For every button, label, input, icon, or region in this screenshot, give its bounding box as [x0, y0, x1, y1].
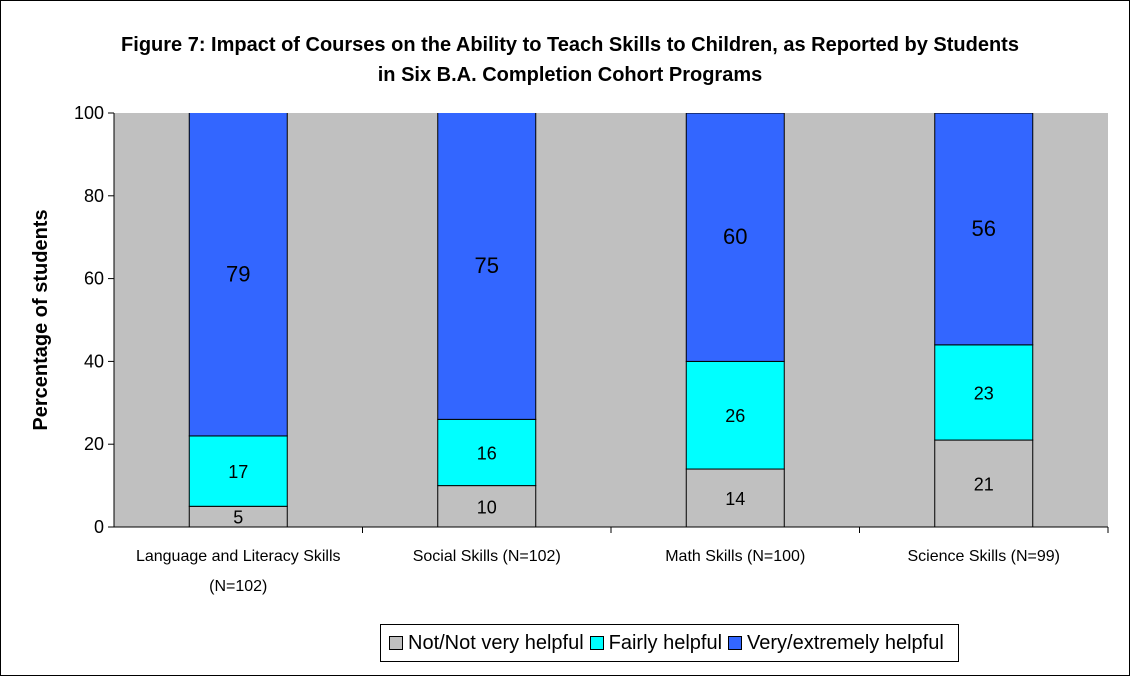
- x-tick-label: Science Skills (N=99): [907, 548, 1061, 565]
- bars: 5 17 79 10 16 75 14 26 60 21 23 56: [188, 113, 1034, 528]
- bar-segment: [934, 344, 1034, 441]
- y-tick-label: 40: [84, 351, 104, 371]
- y-tick-label: 60: [84, 269, 104, 289]
- x-tick-label: Social Skills (N=102): [412, 548, 561, 565]
- data-label: 10: [477, 497, 497, 517]
- y-tick-label: 0: [94, 517, 104, 537]
- bar-segment: [685, 360, 785, 470]
- legend-item: Very/extremely helpful: [728, 632, 944, 655]
- y-axis-label: Percentage of students: [30, 209, 52, 430]
- legend: Not/Not very helpful Fairly helpful Very/e…: [380, 624, 959, 662]
- bar-segment: [437, 485, 537, 527]
- data-label: 17: [228, 462, 248, 482]
- legend-label: Not/Not very helpful: [408, 631, 584, 654]
- bar-segment: [685, 113, 785, 362]
- data-label: 26: [725, 406, 745, 426]
- bar-segment: [934, 113, 1034, 346]
- data-label: 60: [723, 224, 747, 249]
- data-label: 23: [974, 383, 994, 403]
- legend-label: Very/extremely helpful: [747, 631, 944, 654]
- data-label: 21: [974, 475, 994, 495]
- bar-segment: [188, 435, 288, 507]
- data-label: 56: [972, 216, 996, 241]
- data-label: 75: [475, 253, 499, 278]
- x-tick-label: Math Skills (N=100): [665, 548, 806, 565]
- bar-segment: [437, 113, 537, 420]
- legend-item: Fairly helpful: [589, 631, 723, 655]
- legend-label: Fairly helpful: [608, 631, 723, 654]
- y-tick-label: 20: [84, 434, 104, 454]
- chart-title: Figure 7: Impact of Courses on the Abili…: [121, 34, 1019, 86]
- data-label: 79: [226, 261, 250, 286]
- legend-swatch: [728, 636, 743, 650]
- bar-segment: [188, 113, 288, 437]
- x-tick-label: Language and Literacy Skills (N=102): [135, 548, 341, 595]
- data-label: 16: [477, 443, 497, 463]
- data-label: 5: [233, 508, 243, 528]
- data-label: 14: [725, 489, 745, 509]
- legend-swatch: [589, 636, 604, 650]
- y-tick-label: 80: [84, 186, 104, 206]
- legend-item: Not/Not very helpful: [389, 632, 584, 655]
- bar-segment: [437, 418, 537, 487]
- legend-swatch: [389, 636, 403, 650]
- y-tick-label: 100: [74, 103, 104, 123]
